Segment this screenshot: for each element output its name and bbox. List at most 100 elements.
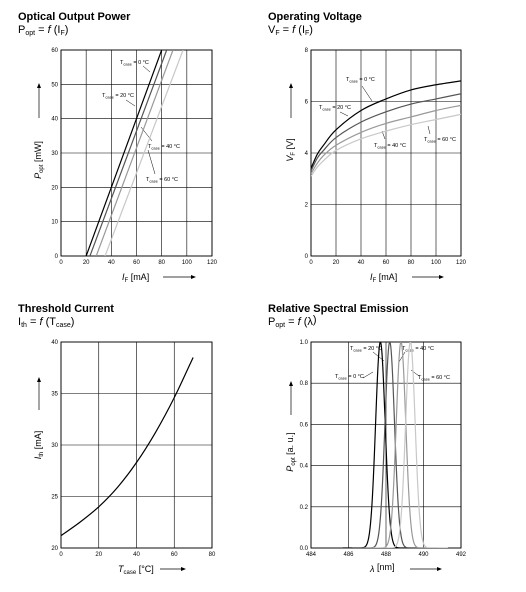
p1-series-line (89, 50, 168, 256)
p1-xtick-label: 100 (182, 260, 193, 266)
p4-annotations: Tcase = 20 °C Tcase = 40 °C Tcase = 0 °C… (335, 346, 450, 382)
p1-annotation: Tcase = 0 °C (120, 60, 149, 67)
p3-ylabel: Ith [mA] (33, 431, 45, 460)
p3-xtick-label: 0 (59, 552, 63, 558)
p2-title: Operating Voltage (268, 11, 362, 23)
p1-ytick-label: 0 (55, 254, 59, 260)
p4-ytick-label: 1.0 (300, 340, 309, 346)
p4-xlabel: λ [nm] (369, 562, 394, 574)
p4-annotation: Tcase = 20 °C (350, 346, 382, 353)
p2-ytick-label: 0 (305, 254, 309, 260)
p4-annotation: Tcase = 60 °C (418, 375, 450, 382)
p3-ytick-label: 20 (51, 546, 58, 552)
p3-xtick-label: 60 (171, 552, 178, 558)
p4-xtick-label: 490 (418, 552, 429, 558)
p1-title: Optical Output Power (18, 11, 131, 23)
p1-subtitle: Popt = f (IF) (18, 24, 68, 37)
p2-xtick-label: 60 (383, 260, 390, 266)
p3-xtick-label: 80 (209, 552, 216, 558)
p1-annotation: Tcase = 20 °C (102, 93, 134, 100)
p2-xlabel-arrow (412, 275, 444, 279)
p1-plot: 0 20 40 60 80 100 120 0 10 20 30 40 50 60 (51, 48, 217, 266)
p3-xlabel: Tcase [°C] (118, 564, 154, 576)
p3-frame (60, 341, 213, 549)
p4-xtick-label: 492 (456, 552, 467, 558)
p4-ytick-label: 0.2 (300, 505, 309, 511)
p3-ytick-label: 30 (51, 443, 58, 449)
p2-series-line (311, 113, 461, 177)
p4-xtick-label: 486 (343, 552, 354, 558)
p2-annotation: Tcase = 40 °C (374, 143, 406, 150)
p2-annotation: Tcase = 60 °C (424, 137, 456, 144)
p1-ytick-label: 50 (51, 82, 58, 88)
p2-series-line (311, 80, 461, 169)
p4-xtick-label: 484 (306, 552, 317, 558)
p1-xtick-label: 40 (108, 260, 115, 266)
p2-ylabel-arrow (289, 83, 293, 118)
p1-xtick-label: 120 (207, 260, 218, 266)
p1-xtick-label: 0 (59, 260, 63, 266)
p1-ytick-label: 30 (51, 151, 58, 157)
p1-annotation: Tcase = 40 °C (148, 144, 180, 151)
p1-series-line (104, 50, 184, 256)
p2-annotations: Tcase = 0 °C Tcase = 20 °C Tcase = 40 °C… (319, 77, 456, 150)
p4-ylabel: Popt [a. u.] (285, 432, 297, 471)
p1-annotations: Tcase = 0 °C Tcase = 20 °C Tcase = 40 °C… (102, 60, 180, 184)
p2-ytick-label: 6 (305, 100, 309, 106)
p2-series-line (311, 104, 461, 174)
p4-annotation: Tcase = 40 °C (402, 346, 434, 353)
p1-xtick-label: 60 (133, 260, 140, 266)
p4-ytick-label: 0.4 (300, 464, 309, 470)
p1-frame (60, 49, 213, 257)
p2-xtick-label: 20 (333, 260, 340, 266)
p1-xlabel: IF [mA] (122, 272, 149, 284)
p2-ytick-label: 8 (305, 48, 309, 54)
p2-subtitle: VF = f (IF) (268, 24, 313, 37)
p2-frame (310, 49, 462, 257)
p3-series-line (61, 357, 194, 537)
p4-plot: 484 486 488 490 492 0.0 0.2 0.4 0.6 0.8 1.0 (300, 340, 467, 558)
p4-ytick-label: 0.0 (300, 546, 309, 552)
p1-ytick-label: 20 (51, 185, 58, 191)
p4-xlabel-arrow (410, 567, 442, 571)
p4-ylabel-arrow (289, 381, 293, 415)
p3-xlabel-arrow (160, 567, 186, 571)
p3-ylabel-arrow (37, 377, 41, 410)
p4-ytick-label: 0.8 (300, 381, 309, 387)
p2-xtick-label: 100 (431, 260, 442, 266)
p1-series-line (95, 50, 174, 256)
p2-ytick-label: 2 (305, 203, 309, 209)
p1-xtick-label: 20 (83, 260, 90, 266)
p1-annotation: Tcase = 60 °C (146, 177, 178, 184)
p1-ytick-label: 10 (51, 220, 58, 226)
p3-ytick-label: 40 (51, 340, 58, 346)
p1-xlabel-arrow (163, 275, 196, 279)
p3-title: Threshold Current (18, 303, 114, 315)
p1-ylabel: Popt [mW] (33, 141, 45, 179)
p4-title: Relative Spectral Emission (268, 303, 409, 315)
p4-annotation: Tcase = 0 °C (335, 374, 364, 381)
p1-ylabel-arrow (37, 83, 41, 118)
p3-subtitle: Ith = f (Tcase) (18, 316, 74, 329)
p1-xtick-label: 80 (158, 260, 165, 266)
p2-annotation: Tcase = 0 °C (346, 77, 375, 84)
p2-series-line (311, 93, 461, 172)
p4-ytick-label: 0.6 (300, 422, 309, 428)
p2-xlabel: IF [mA] (370, 272, 397, 284)
p1-series-line (85, 50, 163, 256)
p4-subtitle: Popt = f (λ) (268, 314, 317, 329)
p3-xtick-label: 20 (95, 552, 102, 558)
p2-xtick-label: 0 (309, 260, 313, 266)
p2-plot: 0 20 40 60 80 100 120 0 2 4 6 8 (305, 48, 467, 266)
p3-ytick-label: 35 (51, 392, 58, 398)
p3-xtick-label: 40 (133, 552, 140, 558)
p2-ylabel: VF [V] (285, 138, 297, 161)
p2-xtick-label: 40 (358, 260, 365, 266)
p2-xtick-label: 120 (456, 260, 467, 266)
p1-ytick-label: 60 (51, 48, 58, 54)
p2-xtick-label: 80 (408, 260, 415, 266)
p1-ytick-label: 40 (51, 117, 58, 123)
p3-ytick-label: 25 (51, 495, 58, 501)
